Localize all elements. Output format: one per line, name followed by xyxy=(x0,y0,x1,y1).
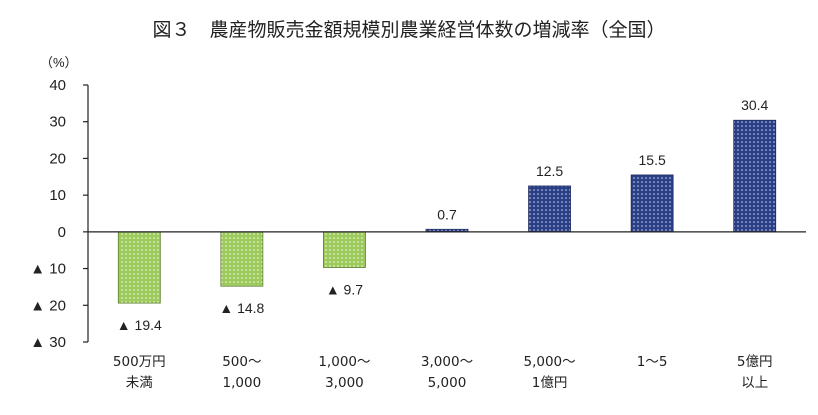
x-tick-label: 1,000～ 3,000 xyxy=(318,354,370,391)
bar xyxy=(220,231,264,287)
data-label: ▲ 19.4 xyxy=(117,317,162,333)
x-tick-label: 1～5 xyxy=(637,354,668,370)
data-label: ▲ 9.7 xyxy=(326,281,363,297)
y-tick-label: 30 xyxy=(49,114,66,131)
x-tick-label: 5億円以上 xyxy=(737,354,773,391)
y-tick-label: ▲ 20 xyxy=(30,297,66,314)
x-tick-label: 500～ 1,000 xyxy=(222,354,261,391)
x-tick-label: 3,000～ 5,000 xyxy=(421,354,473,391)
y-tick-label: 20 xyxy=(49,150,66,167)
bars xyxy=(117,119,777,304)
x-tick-label: 5,000～ 1億円 xyxy=(523,354,575,391)
y-tick-label: 10 xyxy=(49,187,66,204)
bar xyxy=(323,231,366,268)
data-label: ▲ 14.8 xyxy=(219,300,264,316)
data-label: 15.5 xyxy=(639,152,666,168)
y-tick-label: 40 xyxy=(49,77,66,94)
bar xyxy=(733,119,777,233)
bar xyxy=(630,174,674,233)
y-axis-unit-label: （%） xyxy=(40,55,78,70)
y-tick-label: 0 xyxy=(58,224,66,241)
data-label: 12.5 xyxy=(536,163,563,179)
x-axis: 500万円未満 500～ 1,000 1,000～ 3,000 3,000～ 5,000 5,… xyxy=(88,231,806,391)
bar xyxy=(528,185,571,233)
bar xyxy=(117,231,161,304)
y-tick-label: ▲ 30 xyxy=(30,334,66,351)
chart-title: 図３ 農産物販売金額規模別農業経営体数の増減率（全国） xyxy=(152,19,665,41)
y-axis: 40 30 20 10 0 ▲ 10 ▲ 20 ▲ 30 xyxy=(30,77,89,351)
data-label: 30.4 xyxy=(741,97,768,113)
data-labels: ▲ 19.4 ▲ 14.8 ▲ 9.7 0.7 12.5 15.5 30.4 xyxy=(117,97,769,333)
x-tick-label: 500万円未満 xyxy=(113,354,166,391)
data-label: 0.7 xyxy=(437,206,457,222)
y-tick-label: ▲ 10 xyxy=(30,261,66,278)
